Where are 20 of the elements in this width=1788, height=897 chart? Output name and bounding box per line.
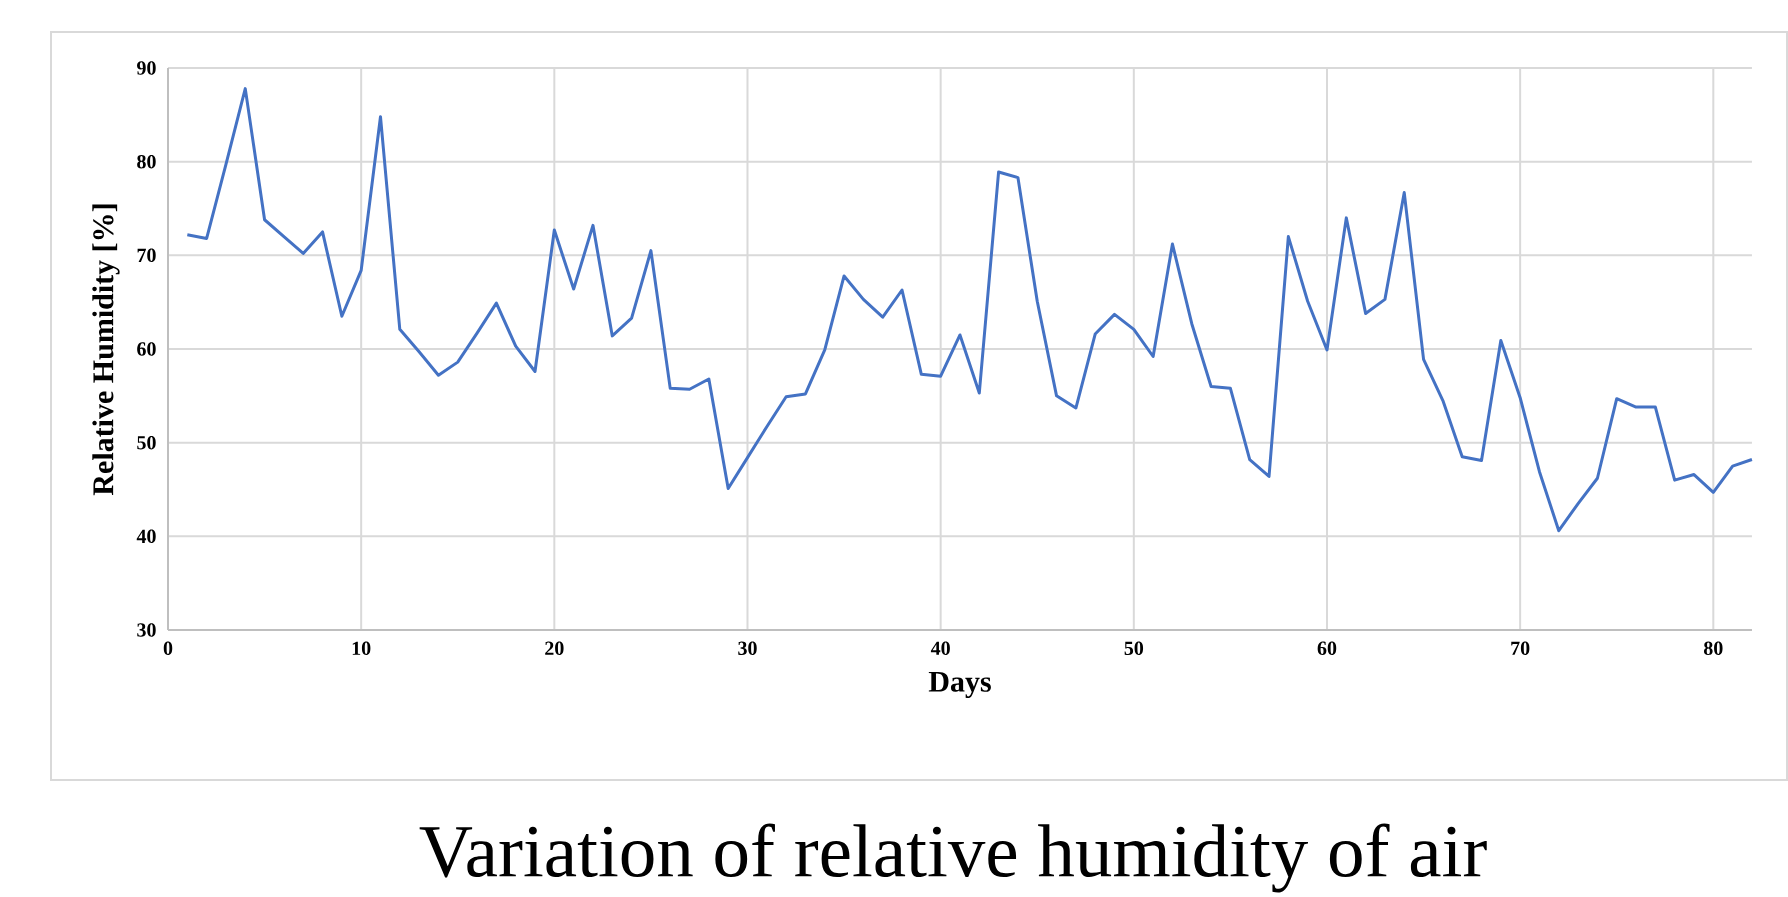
x-tick-label: 80 [1703, 641, 1723, 656]
x-tick-label: 60 [1317, 641, 1337, 656]
x-tick-label: 30 [738, 641, 757, 656]
y-tick-label: 80 [137, 154, 156, 169]
x-tick-label: 20 [545, 641, 564, 656]
y-tick-label: 90 [137, 61, 156, 75]
y-tick-label: 30 [137, 623, 156, 637]
line-series [185, 87, 1754, 533]
y-tick-label: 50 [137, 435, 156, 450]
y-tick-label: 40 [136, 529, 156, 544]
x-tick-label: 0 [163, 641, 173, 656]
y-tick-label: 60 [137, 342, 156, 356]
y-tick-label: 70 [137, 248, 156, 263]
x-tick-label: 40 [930, 641, 950, 656]
x-axis-title: Days [928, 671, 991, 699]
x-tick-label: 50 [1124, 641, 1144, 656]
text: Variation of relative humidity of air [419, 823, 1487, 893]
x-tick-label: 70 [1511, 641, 1530, 656]
y-axis-title: Relative Humidity [%] [92, 204, 120, 496]
x-tick-label: 10 [352, 641, 371, 656]
